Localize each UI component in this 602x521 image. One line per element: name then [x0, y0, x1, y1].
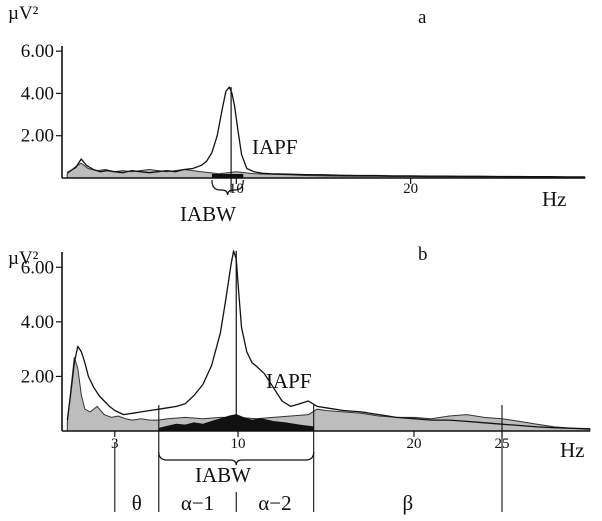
panel-a-filled-area: [66, 162, 586, 179]
panel-b-x-ticks: 3102025: [111, 431, 510, 452]
panel-a: µV² a 2.00 4.00 6.00 10 20 IAPF IABW Hz: [8, 3, 586, 226]
panel-b-axes: [61, 252, 590, 432]
panel-b-band-name: α−1: [181, 491, 214, 515]
panel-a-band-strip: [211, 174, 244, 178]
panel-b-peak-label: IAPF: [266, 369, 312, 393]
panel-b-band-name: θ: [132, 491, 142, 515]
panel-b-y-unit: µV²: [8, 248, 39, 269]
panel-a-filled-spectrum: [66, 162, 586, 179]
panel-b-y-tick-label: 2.00: [21, 366, 54, 387]
panel-a-x-ticks: 10 20: [229, 178, 418, 197]
panel-a-outline-line: [66, 86, 585, 178]
panel-a-y-tick-label: 4.00: [21, 83, 54, 104]
panel-b-y-ticks: 2.00 4.00 6.00: [21, 257, 62, 387]
panel-a-band-bracket: [211, 179, 244, 196]
panel-a-y-unit: µV²: [8, 3, 39, 24]
panel-b-filled-area: [66, 357, 591, 432]
panel-a-letter: a: [418, 7, 427, 28]
panel-b-outline-spectrum: [66, 250, 591, 430]
panel-b-y-tick-label: 4.00: [21, 312, 54, 333]
panel-b-band-label: IABW: [195, 463, 251, 487]
panel-b-band-bracket: [158, 451, 315, 466]
panel-a-axes: [61, 46, 585, 179]
panel-a-x-tick-label: 10: [229, 181, 244, 197]
panel-b-x-unit: Hz: [560, 438, 585, 462]
panel-b: µV² b 2.004.006.00 3102025 θα−1α−2β IAPF…: [8, 244, 591, 515]
panel-b-band-labels: θ α−1 α−2 β: [132, 491, 413, 515]
panel-a-x-unit: Hz: [542, 187, 567, 211]
panel-b-band-name: β: [402, 491, 413, 515]
panel-a-band-label: IABW: [180, 202, 236, 226]
panel-a-y-tick-label: 6.00: [21, 41, 54, 62]
panel-b-x-tick-label: 20: [407, 436, 422, 452]
panel-b-letter: b: [418, 244, 428, 265]
panel-a-y-tick-label: 2.00: [21, 126, 54, 147]
panel-a-peak-label: IAPF: [252, 135, 298, 159]
panel-a-y-ticks: 2.00 4.00 6.00: [21, 41, 62, 147]
panel-b-filled-spectrum: [66, 357, 591, 432]
panel-b-x-tick-label: 10: [231, 436, 246, 452]
panel-a-x-tick-label: 20: [403, 181, 418, 197]
panel-b-outline-line: [66, 250, 591, 430]
panel-b-band-dividers: [114, 405, 503, 512]
panel-a-outline-spectrum: [66, 86, 585, 178]
panel-b-band-name: α−2: [258, 491, 291, 515]
panel-b-y-tick-label: 6.00: [21, 257, 54, 278]
